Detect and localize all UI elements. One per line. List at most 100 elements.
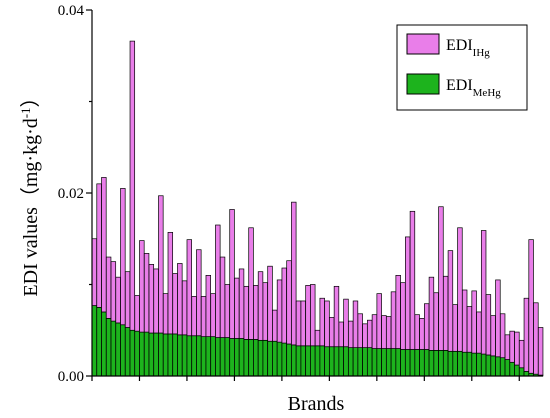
bar-ihg bbox=[186, 239, 192, 337]
bar-ihg bbox=[504, 334, 511, 360]
bar-ihg bbox=[148, 264, 155, 334]
bar-mehg bbox=[300, 345, 306, 377]
bar-mehg bbox=[210, 336, 216, 377]
legend: EDIIHg EDIMeHg bbox=[396, 24, 528, 111]
bar-mehg bbox=[257, 339, 264, 377]
bar-mehg bbox=[367, 347, 373, 377]
bar-ihg bbox=[405, 236, 411, 350]
bar-ihg bbox=[471, 290, 477, 354]
legend-label-ihg-main: EDI bbox=[446, 37, 473, 54]
bar-mehg bbox=[262, 339, 268, 377]
bar-mehg bbox=[362, 347, 368, 377]
bar-ihg bbox=[419, 318, 425, 350]
bar-ihg bbox=[390, 291, 397, 349]
legend-label-ihg-sub: IHg bbox=[473, 47, 491, 59]
bar-ihg bbox=[158, 195, 164, 334]
bar-mehg bbox=[414, 349, 420, 377]
bar-mehg bbox=[153, 332, 159, 377]
bar-mehg bbox=[253, 339, 259, 377]
bar-mehg bbox=[443, 350, 449, 377]
y-tick-labels: 0.00 0.02 0.04 bbox=[58, 3, 85, 385]
bar-ihg bbox=[172, 273, 178, 335]
bar-ihg bbox=[424, 303, 430, 350]
bar-mehg bbox=[514, 364, 520, 377]
bar-ihg bbox=[523, 297, 530, 372]
y-axis-label-main: EDI values（mg·kg·d bbox=[19, 118, 42, 296]
bar-mehg bbox=[523, 371, 530, 377]
bar-ihg bbox=[362, 323, 368, 348]
legend-swatch-mehg bbox=[406, 73, 440, 95]
bar-ihg bbox=[305, 285, 311, 347]
bar-mehg bbox=[485, 354, 492, 377]
bar-mehg bbox=[286, 343, 292, 377]
bar-ihg bbox=[257, 271, 264, 341]
bar-mehg bbox=[338, 346, 344, 377]
bar-ihg bbox=[200, 296, 207, 338]
legend-label-mehg-main: EDI bbox=[446, 77, 473, 94]
bar-mehg bbox=[319, 345, 325, 377]
bar-ihg bbox=[338, 321, 344, 348]
bar-ihg bbox=[533, 302, 539, 375]
bar-mehg bbox=[148, 332, 155, 377]
bar-mehg bbox=[267, 340, 273, 377]
bar-ihg bbox=[528, 239, 534, 374]
bar-mehg bbox=[509, 361, 515, 377]
bar-mehg bbox=[329, 346, 335, 377]
bar-ihg bbox=[205, 275, 211, 338]
bar-ihg bbox=[352, 300, 359, 348]
bar-mehg bbox=[186, 335, 192, 377]
bar-mehg bbox=[196, 335, 202, 377]
bar-mehg bbox=[139, 331, 145, 377]
bar-ihg bbox=[286, 260, 292, 345]
bar-ihg bbox=[162, 293, 169, 335]
bar-ihg bbox=[229, 209, 235, 339]
bar-ihg bbox=[167, 232, 174, 335]
bar-mehg bbox=[181, 334, 188, 377]
bar-mehg bbox=[499, 357, 506, 377]
bar-ihg bbox=[124, 271, 131, 328]
bar-mehg bbox=[438, 350, 444, 377]
bar-mehg bbox=[162, 333, 169, 377]
bar-mehg bbox=[409, 349, 416, 377]
bar-mehg bbox=[352, 347, 359, 377]
bar-mehg bbox=[376, 348, 382, 377]
bar-ihg bbox=[319, 297, 325, 347]
bar-ihg bbox=[262, 282, 268, 341]
bar-ihg bbox=[291, 201, 297, 346]
bar-mehg bbox=[457, 350, 463, 377]
bar-ihg bbox=[499, 313, 506, 359]
bar-mehg bbox=[143, 331, 150, 377]
bar-ihg bbox=[457, 227, 463, 352]
legend-label-ihg: EDIIHg bbox=[446, 37, 490, 59]
bar-ihg bbox=[96, 183, 102, 308]
bar-ihg bbox=[329, 317, 335, 348]
bar-ihg bbox=[485, 294, 492, 356]
bar-mehg bbox=[357, 347, 363, 377]
bar-ihg bbox=[267, 265, 273, 342]
bar-mehg bbox=[238, 338, 245, 377]
bar-mehg bbox=[281, 342, 287, 377]
legend-swatch-ihg bbox=[406, 33, 440, 55]
bar-ihg bbox=[238, 268, 245, 339]
bar-mehg bbox=[518, 367, 525, 377]
bar-ihg bbox=[134, 295, 140, 332]
bar-mehg bbox=[158, 332, 164, 377]
bar-mehg bbox=[101, 311, 107, 377]
bar-ihg bbox=[234, 277, 240, 339]
bar-ihg bbox=[433, 292, 439, 351]
bar-mehg bbox=[105, 318, 112, 377]
bar-ihg bbox=[120, 188, 126, 326]
y-tick-label-1: 0.02 bbox=[58, 186, 84, 202]
bar-mehg bbox=[395, 348, 401, 377]
bar-ihg bbox=[219, 256, 226, 338]
bar-mehg bbox=[219, 337, 226, 377]
bar-mehg bbox=[343, 346, 349, 377]
bar-ihg bbox=[509, 330, 515, 363]
bar-mehg bbox=[243, 339, 249, 377]
bar-mehg bbox=[405, 349, 411, 377]
bar-ihg bbox=[243, 285, 249, 340]
bar-ihg bbox=[281, 267, 287, 344]
bar-mehg bbox=[129, 329, 136, 377]
bar-ihg bbox=[101, 177, 107, 313]
